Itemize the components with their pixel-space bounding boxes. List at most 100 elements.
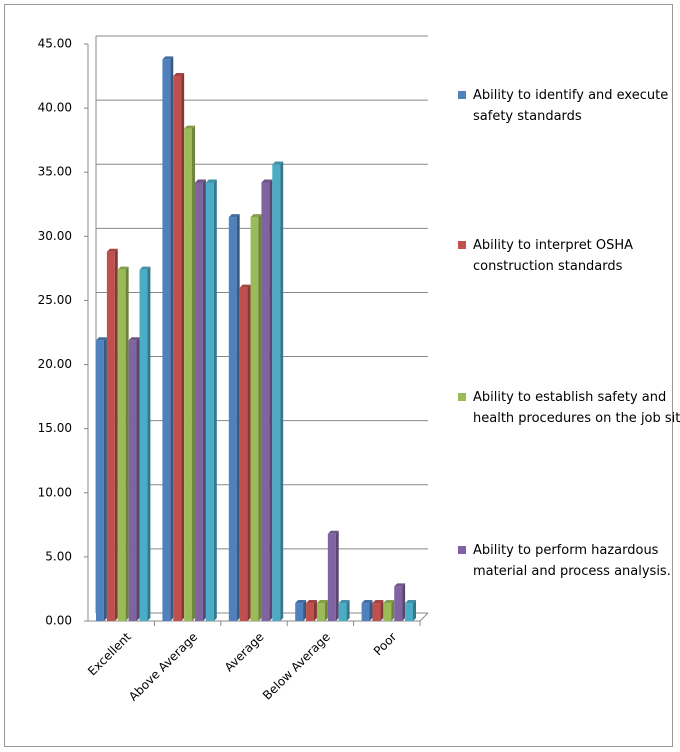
bar-top [338,600,350,604]
bar-side [324,600,328,621]
bar-side [369,600,373,621]
bar-top [228,214,240,218]
legend-label: Ability to identify and execute safety s… [473,88,669,124]
bar-top [272,161,284,165]
bar-side [303,600,307,621]
bar-side [247,284,251,621]
bar-top [162,56,174,60]
bar-top [295,600,307,604]
legend-swatch [458,393,466,401]
bar-side [402,583,406,621]
legend-swatch [458,91,466,99]
bar [250,217,259,621]
legend-entry: Ability to interpret OSHA construction s… [458,235,680,277]
bar-side [413,600,416,621]
bar [261,182,270,622]
bar-top [106,248,118,252]
y-tick-label: 25.00 [38,293,72,307]
bar [327,533,336,621]
legend-entry: Ability to establish safety and health p… [458,387,680,429]
bar [405,603,413,621]
bar [184,128,193,622]
bar-side [391,600,395,621]
bar-top [383,600,395,604]
bar [205,182,214,622]
bar-side [192,125,196,622]
legend-swatch [458,241,466,249]
bar-top [394,583,406,587]
bar [162,59,171,622]
y-tick-label: 5.00 [45,549,72,563]
y-tick-label: 45.00 [38,37,72,51]
y-tick-label: 0.00 [45,614,72,628]
bar [295,603,304,621]
bar-side [147,266,151,621]
bar-side [346,600,350,621]
bar-top [184,125,196,129]
bar [306,603,314,621]
bar [272,164,281,622]
y-tick-label: 30.00 [38,229,72,243]
bar-side [170,56,174,622]
bar-side [313,600,317,621]
y-tick-label: 35.00 [38,165,72,179]
legend-label: Ability to interpret OSHA construction s… [473,238,634,274]
x-axis-depth [419,612,429,622]
bar-top [261,179,273,183]
bar-side [269,179,273,622]
bar-side [181,73,185,622]
legend-label: Ability to perform hazardous material an… [473,543,671,579]
bar-side [202,179,206,622]
bar-top [117,266,129,270]
bar-top [250,214,262,218]
bar [338,603,347,621]
bar-side [280,161,284,622]
bar [106,251,115,621]
bar-side [335,530,339,621]
bar [173,76,182,622]
y-tick-label: 10.00 [38,485,72,499]
bar [195,182,203,622]
legend-entry: Ability to perform hazardous material an… [458,540,680,582]
bar [394,586,403,621]
bar [139,269,148,621]
bar-top [316,600,328,604]
bar-top [128,337,140,341]
bar-side [236,214,240,621]
bar-side [103,337,107,621]
legend-entry: Ability to identify and execute safety s… [458,85,680,127]
bar [316,603,325,621]
legend-swatch [458,546,466,554]
legend-label: Ability to establish safety and health p… [473,390,680,426]
bar-top [195,179,206,183]
bar-side [114,248,118,621]
y-tick-label: 15.00 [38,421,72,435]
bar-side [136,337,140,621]
bar [239,287,248,621]
bar-top [361,600,373,604]
bar [372,603,381,621]
bar [361,603,370,621]
bar-top [173,73,185,77]
bar-top [405,600,416,604]
y-tick-label: 40.00 [38,101,72,115]
bar-side [125,266,129,621]
bar [117,269,126,621]
bar-top [205,179,217,183]
bar-side [213,179,217,622]
bar [96,340,104,621]
bar-top [327,530,339,534]
bar [383,603,392,621]
bar [228,217,237,621]
bar-top [239,284,251,288]
bar-top [372,600,384,604]
y-tick-label: 20.00 [38,357,72,371]
bar [128,340,137,621]
bar-side [380,600,384,621]
bar-side [258,214,262,621]
bar-top [306,600,317,604]
bar-top [139,266,151,270]
bar-top [96,337,107,341]
